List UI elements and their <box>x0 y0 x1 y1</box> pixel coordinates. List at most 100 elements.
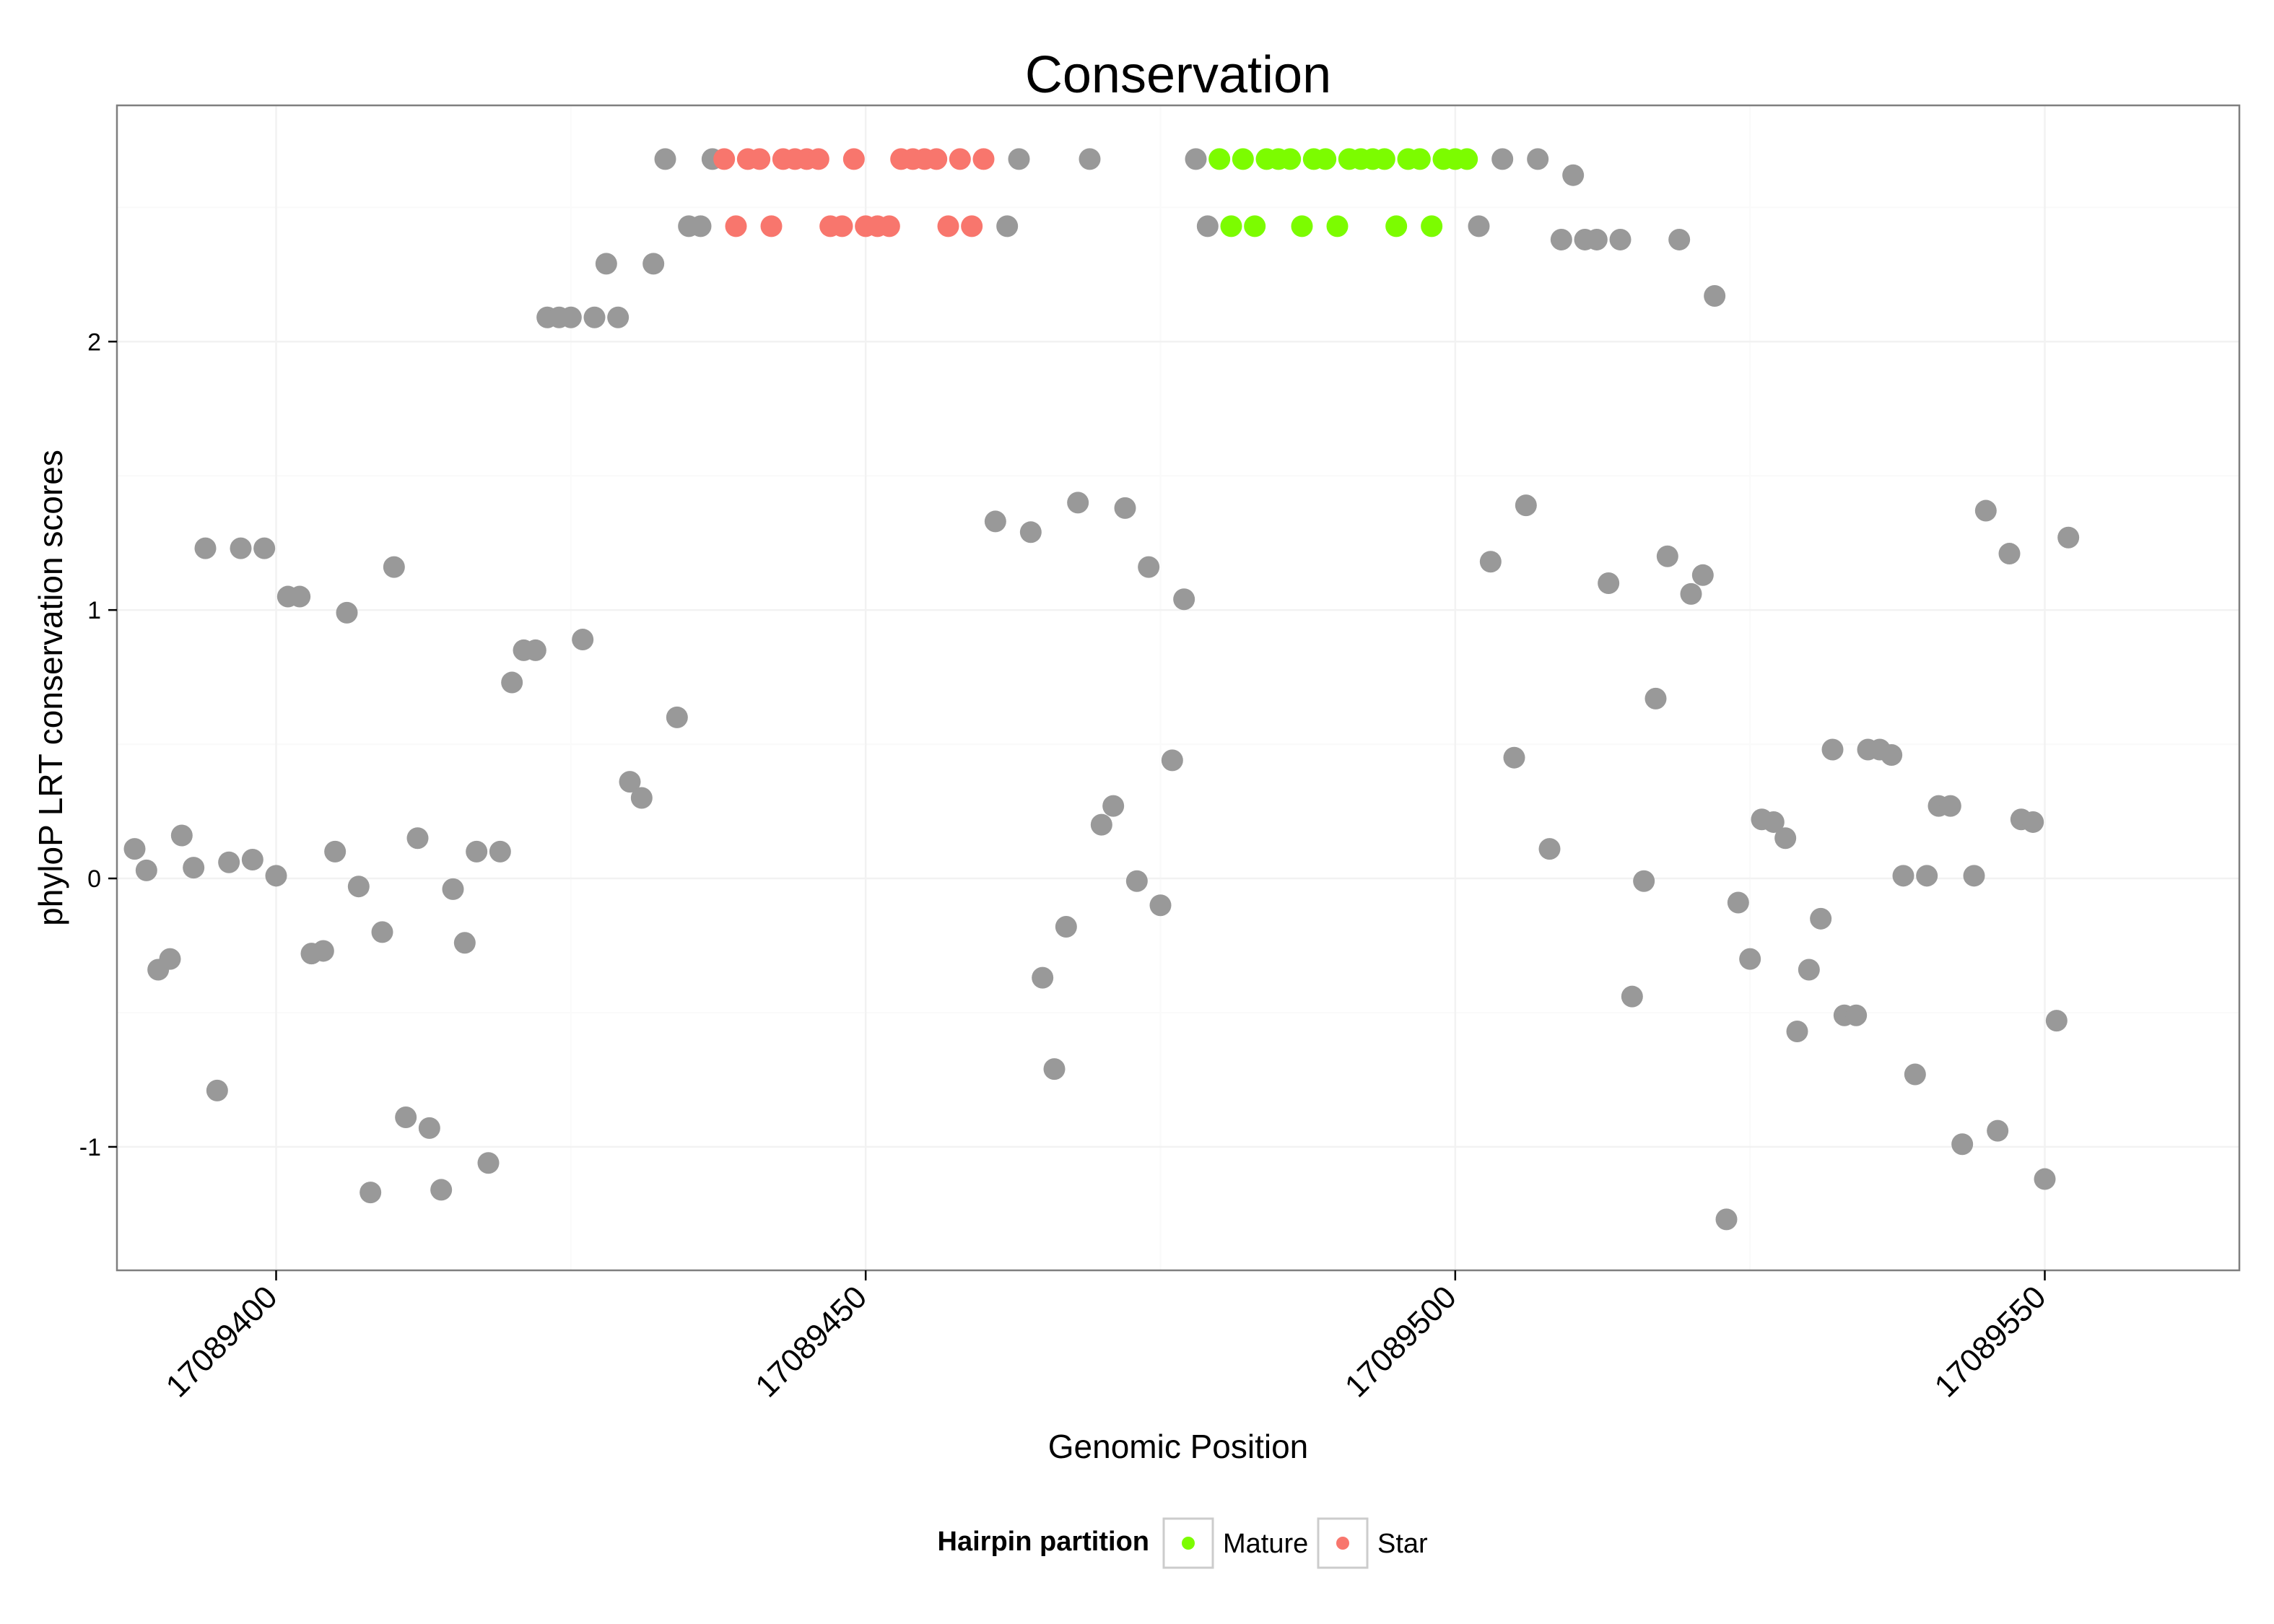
point-star <box>831 215 853 237</box>
point-other <box>206 1079 228 1101</box>
point-other <box>194 537 217 559</box>
point-star <box>937 215 959 237</box>
point-star <box>972 148 995 170</box>
point-star <box>949 148 971 170</box>
point-other <box>1691 564 1714 586</box>
point-other <box>1008 148 1030 170</box>
point-other <box>183 857 205 879</box>
point-other <box>666 706 688 728</box>
point-other <box>253 537 276 559</box>
legend-symbol-star <box>1336 1537 1349 1550</box>
point-mature <box>1291 215 1313 237</box>
point-other <box>1538 838 1561 860</box>
point-star <box>842 148 865 170</box>
y-axis-title: phyloP LRT conservation scores <box>32 450 69 926</box>
point-other <box>1598 572 1620 594</box>
point-other <box>159 948 181 970</box>
point-other <box>1562 164 1585 186</box>
legend: Hairpin partition Mature Star <box>938 1517 1428 1569</box>
x-axis-title: Genomic Position <box>1048 1428 1309 1465</box>
point-mature <box>1385 215 1408 237</box>
y-tick-label: -1 <box>79 1134 101 1161</box>
point-other <box>1161 749 1183 772</box>
point-other <box>1138 556 1160 578</box>
point-other <box>336 601 358 624</box>
point-other <box>1185 148 1207 170</box>
point-other <box>1786 1021 1808 1043</box>
point-mature <box>1421 215 1443 237</box>
point-other <box>630 787 653 809</box>
point-other <box>501 671 523 694</box>
point-other <box>1939 795 1961 817</box>
chart-title: Conservation <box>1025 46 1331 104</box>
point-other <box>572 629 594 651</box>
point-other <box>265 865 287 887</box>
point-other <box>324 840 347 863</box>
point-mature <box>1373 148 1395 170</box>
point-star <box>807 148 829 170</box>
y-axis: -1 0 1 2 <box>79 328 117 1161</box>
point-other <box>418 1117 440 1139</box>
legend-label-mature: Mature <box>1223 1529 1308 1559</box>
data-points <box>123 148 2080 1231</box>
point-other <box>1644 687 1667 710</box>
point-other <box>466 840 488 863</box>
point-mature <box>1456 148 1478 170</box>
point-other <box>1067 492 1089 514</box>
point-other <box>1892 865 1914 887</box>
point-other <box>1196 215 1219 237</box>
point-other <box>1845 1004 1868 1026</box>
point-other <box>430 1179 453 1201</box>
point-other <box>1798 959 1820 981</box>
point-other <box>2022 811 2044 833</box>
point-other <box>1998 543 2021 565</box>
point-other <box>607 306 630 328</box>
point-other <box>1055 915 1077 938</box>
point-other <box>289 585 311 608</box>
point-mature <box>1244 215 1266 237</box>
point-other <box>1668 228 1691 250</box>
point-other <box>406 827 429 850</box>
point-other <box>1102 795 1125 817</box>
point-other <box>218 851 240 873</box>
point-other <box>1125 870 1148 892</box>
point-other <box>135 859 157 881</box>
point-mature <box>1208 148 1231 170</box>
point-other <box>524 639 546 661</box>
point-other <box>1680 582 1702 605</box>
point-other <box>123 838 146 860</box>
point-mature <box>1408 148 1431 170</box>
point-other <box>1881 743 1903 766</box>
point-other <box>1963 865 1985 887</box>
point-other <box>1904 1063 1926 1086</box>
point-other <box>383 556 405 578</box>
point-other <box>1090 813 1112 836</box>
point-other <box>1491 148 1514 170</box>
point-other <box>642 253 665 275</box>
plot-panel-border <box>116 104 2241 1272</box>
point-star <box>961 215 983 237</box>
point-other <box>1951 1133 1974 1156</box>
point-other <box>1974 499 1997 522</box>
point-other <box>360 1182 382 1204</box>
point-other <box>2057 526 2080 549</box>
point-star <box>725 215 747 237</box>
point-other <box>1043 1058 1066 1081</box>
point-star <box>760 215 783 237</box>
point-other <box>1550 228 1572 250</box>
point-other <box>1114 497 1136 519</box>
point-other <box>1032 966 1054 989</box>
point-other <box>1821 738 1844 761</box>
point-other <box>984 510 1006 533</box>
point-other <box>654 148 676 170</box>
point-other <box>1774 827 1797 850</box>
point-other <box>1810 907 1832 930</box>
point-star <box>925 148 948 170</box>
point-other <box>1739 948 1761 970</box>
point-other <box>1079 148 1101 170</box>
point-other <box>1609 228 1632 250</box>
point-other <box>1468 215 1490 237</box>
y-tick-label: 2 <box>87 328 101 356</box>
point-mature <box>1220 215 1242 237</box>
